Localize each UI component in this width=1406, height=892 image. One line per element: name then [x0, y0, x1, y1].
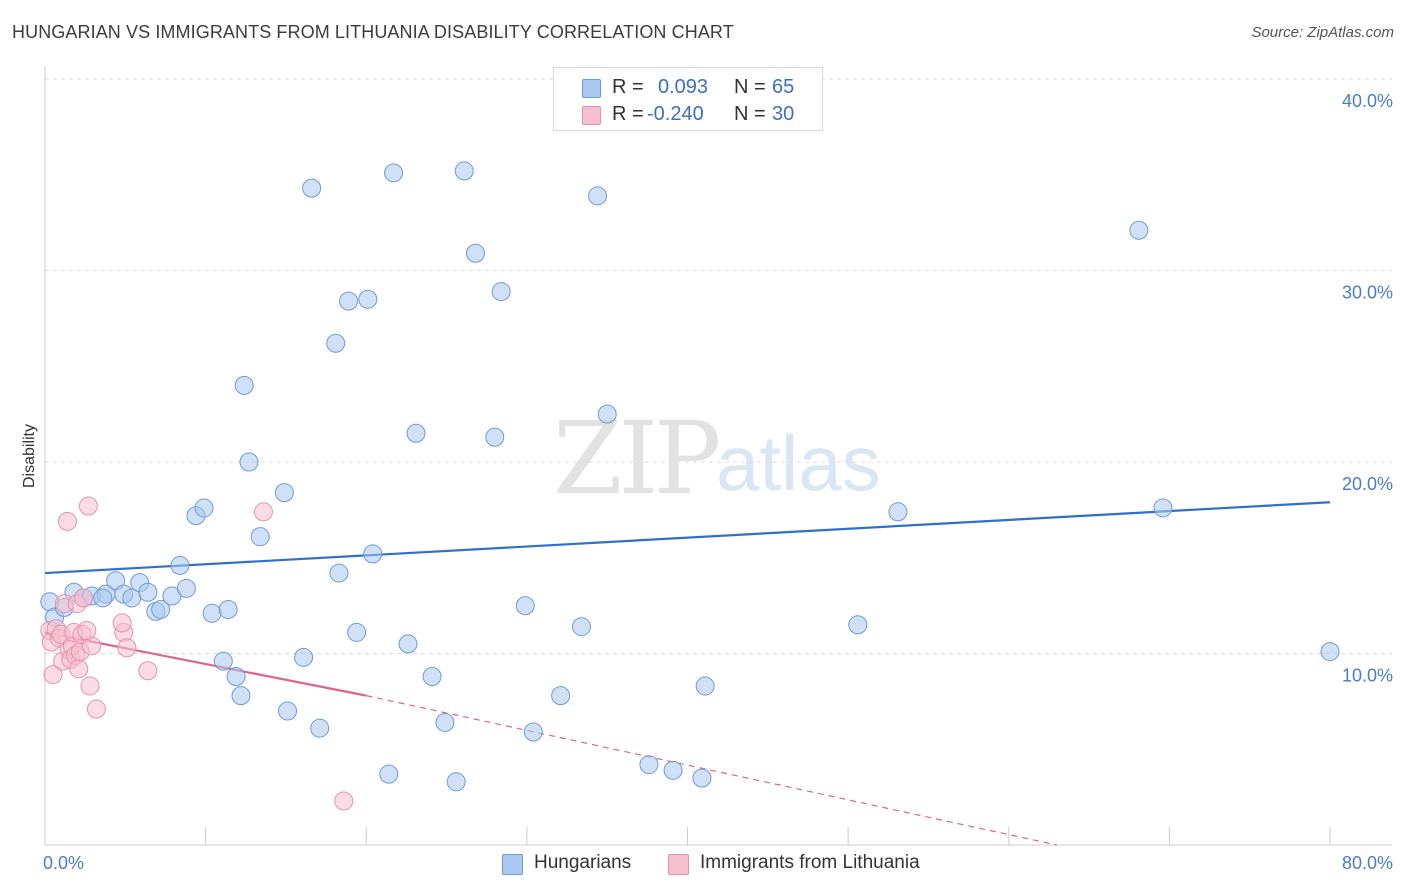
point-hungarians: [848, 615, 868, 635]
point-hungarians: [202, 603, 222, 623]
point-hungarians: [363, 544, 383, 564]
point-hungarians: [151, 599, 171, 619]
legend-swatch-blue: [582, 79, 601, 98]
point-hungarians: [231, 686, 251, 706]
point-hungarians: [384, 163, 404, 183]
point-hungarians: [176, 578, 196, 598]
watermark-zip: ZIP: [553, 400, 721, 517]
legend-row-lithuania: R = -0.240 N = 30: [554, 103, 822, 127]
point-hungarians: [1320, 642, 1340, 662]
point-hungarians: [326, 333, 346, 353]
point-lithuania: [138, 661, 158, 681]
point-lithuania: [43, 665, 63, 685]
correlation-legend: R = 0.093 N = 65 R = -0.240 N = 30: [553, 67, 823, 131]
point-hungarians: [639, 755, 659, 775]
point-hungarians: [234, 375, 254, 395]
legend-label-lithuania: Immigrants from Lithuania: [700, 852, 920, 873]
point-hungarians: [358, 289, 378, 309]
point-hungarians: [695, 676, 715, 696]
point-hungarians: [663, 760, 683, 780]
legend-n-label: N =: [734, 103, 766, 125]
point-hungarians: [454, 161, 474, 181]
point-lithuania: [253, 502, 273, 522]
y-tick-label: 40.0%: [1342, 91, 1393, 111]
legend-n-label: N =: [734, 76, 766, 98]
point-hungarians: [491, 282, 511, 302]
point-lithuania: [112, 613, 132, 633]
point-lithuania: [80, 676, 100, 696]
point-lithuania: [57, 511, 77, 531]
point-lithuania: [117, 638, 137, 658]
trend-line-lithuania-extrapolated: [366, 695, 1058, 846]
source-credit: Source: ZipAtlas.com: [1251, 24, 1394, 41]
point-hungarians: [485, 427, 505, 447]
point-hungarians: [278, 701, 298, 721]
chart-title: HUNGARIAN VS IMMIGRANTS FROM LITHUANIA D…: [12, 22, 734, 42]
point-hungarians: [692, 768, 712, 788]
y-axis-label: Disability: [21, 424, 38, 488]
point-hungarians: [551, 686, 571, 706]
point-hungarians: [226, 666, 246, 686]
point-lithuania: [69, 659, 89, 679]
point-hungarians: [1129, 220, 1149, 240]
point-hungarians: [1153, 498, 1173, 518]
axes: [44, 66, 1392, 846]
legend-row-hungarians: R = 0.093 N = 65: [554, 76, 822, 100]
point-lithuania: [78, 496, 98, 516]
legend-label-hungarians: Hungarians: [534, 852, 632, 873]
legend-n-value: 30: [772, 103, 795, 125]
point-hungarians: [379, 764, 399, 784]
legend-swatch-pink: [582, 106, 601, 125]
x-tick-label-max: 80.0%: [1342, 853, 1393, 873]
point-hungarians: [239, 452, 259, 472]
point-lithuania: [86, 699, 106, 719]
point-hungarians: [597, 404, 617, 424]
point-hungarians: [93, 588, 113, 608]
point-hungarians: [339, 291, 359, 311]
point-lithuania: [74, 588, 94, 608]
legend-r-label: R =: [612, 103, 644, 125]
point-hungarians: [329, 563, 349, 583]
y-tick-label: 20.0%: [1342, 474, 1393, 494]
legend-r-label: R =: [612, 76, 644, 98]
point-hungarians: [422, 666, 442, 686]
legend-n-value: 65: [772, 76, 795, 98]
point-hungarians: [465, 243, 485, 263]
point-hungarians: [446, 772, 466, 792]
point-hungarians: [274, 483, 294, 503]
point-hungarians: [294, 647, 314, 667]
gridlines: [45, 78, 1392, 654]
point-hungarians: [347, 622, 367, 642]
point-hungarians: [571, 617, 591, 637]
point-hungarians: [213, 651, 233, 671]
point-hungarians: [194, 498, 214, 518]
legend-r-value: -0.240: [647, 103, 704, 125]
point-hungarians: [588, 186, 608, 206]
trend-line-hungarians: [44, 501, 1331, 575]
point-hungarians: [218, 599, 238, 619]
point-hungarians: [170, 555, 190, 575]
point-hungarians: [302, 178, 322, 198]
point-hungarians: [250, 527, 270, 547]
point-lithuania: [77, 621, 97, 641]
y-tick-label: 10.0%: [1342, 666, 1393, 686]
point-hungarians: [435, 712, 455, 732]
x-tick-label-min: 0.0%: [43, 853, 84, 873]
legend-r-value: 0.093: [658, 76, 709, 98]
data-points: [40, 161, 1340, 811]
point-hungarians: [398, 634, 418, 654]
watermark-atlas: atlas: [716, 419, 881, 507]
axis-labels: 10.0% 20.0% 30.0% 40.0% 0.0% 80.0% Disability: [21, 91, 1393, 873]
point-lithuania: [334, 791, 354, 811]
point-hungarians: [515, 596, 535, 616]
point-hungarians: [138, 582, 158, 602]
y-tick-label: 30.0%: [1342, 283, 1393, 303]
legend-swatch-pink: [668, 854, 689, 875]
point-hungarians: [523, 722, 543, 742]
point-hungarians: [406, 423, 426, 443]
point-hungarians: [310, 718, 330, 738]
legend-swatch-blue: [502, 854, 523, 875]
point-hungarians: [888, 502, 908, 522]
